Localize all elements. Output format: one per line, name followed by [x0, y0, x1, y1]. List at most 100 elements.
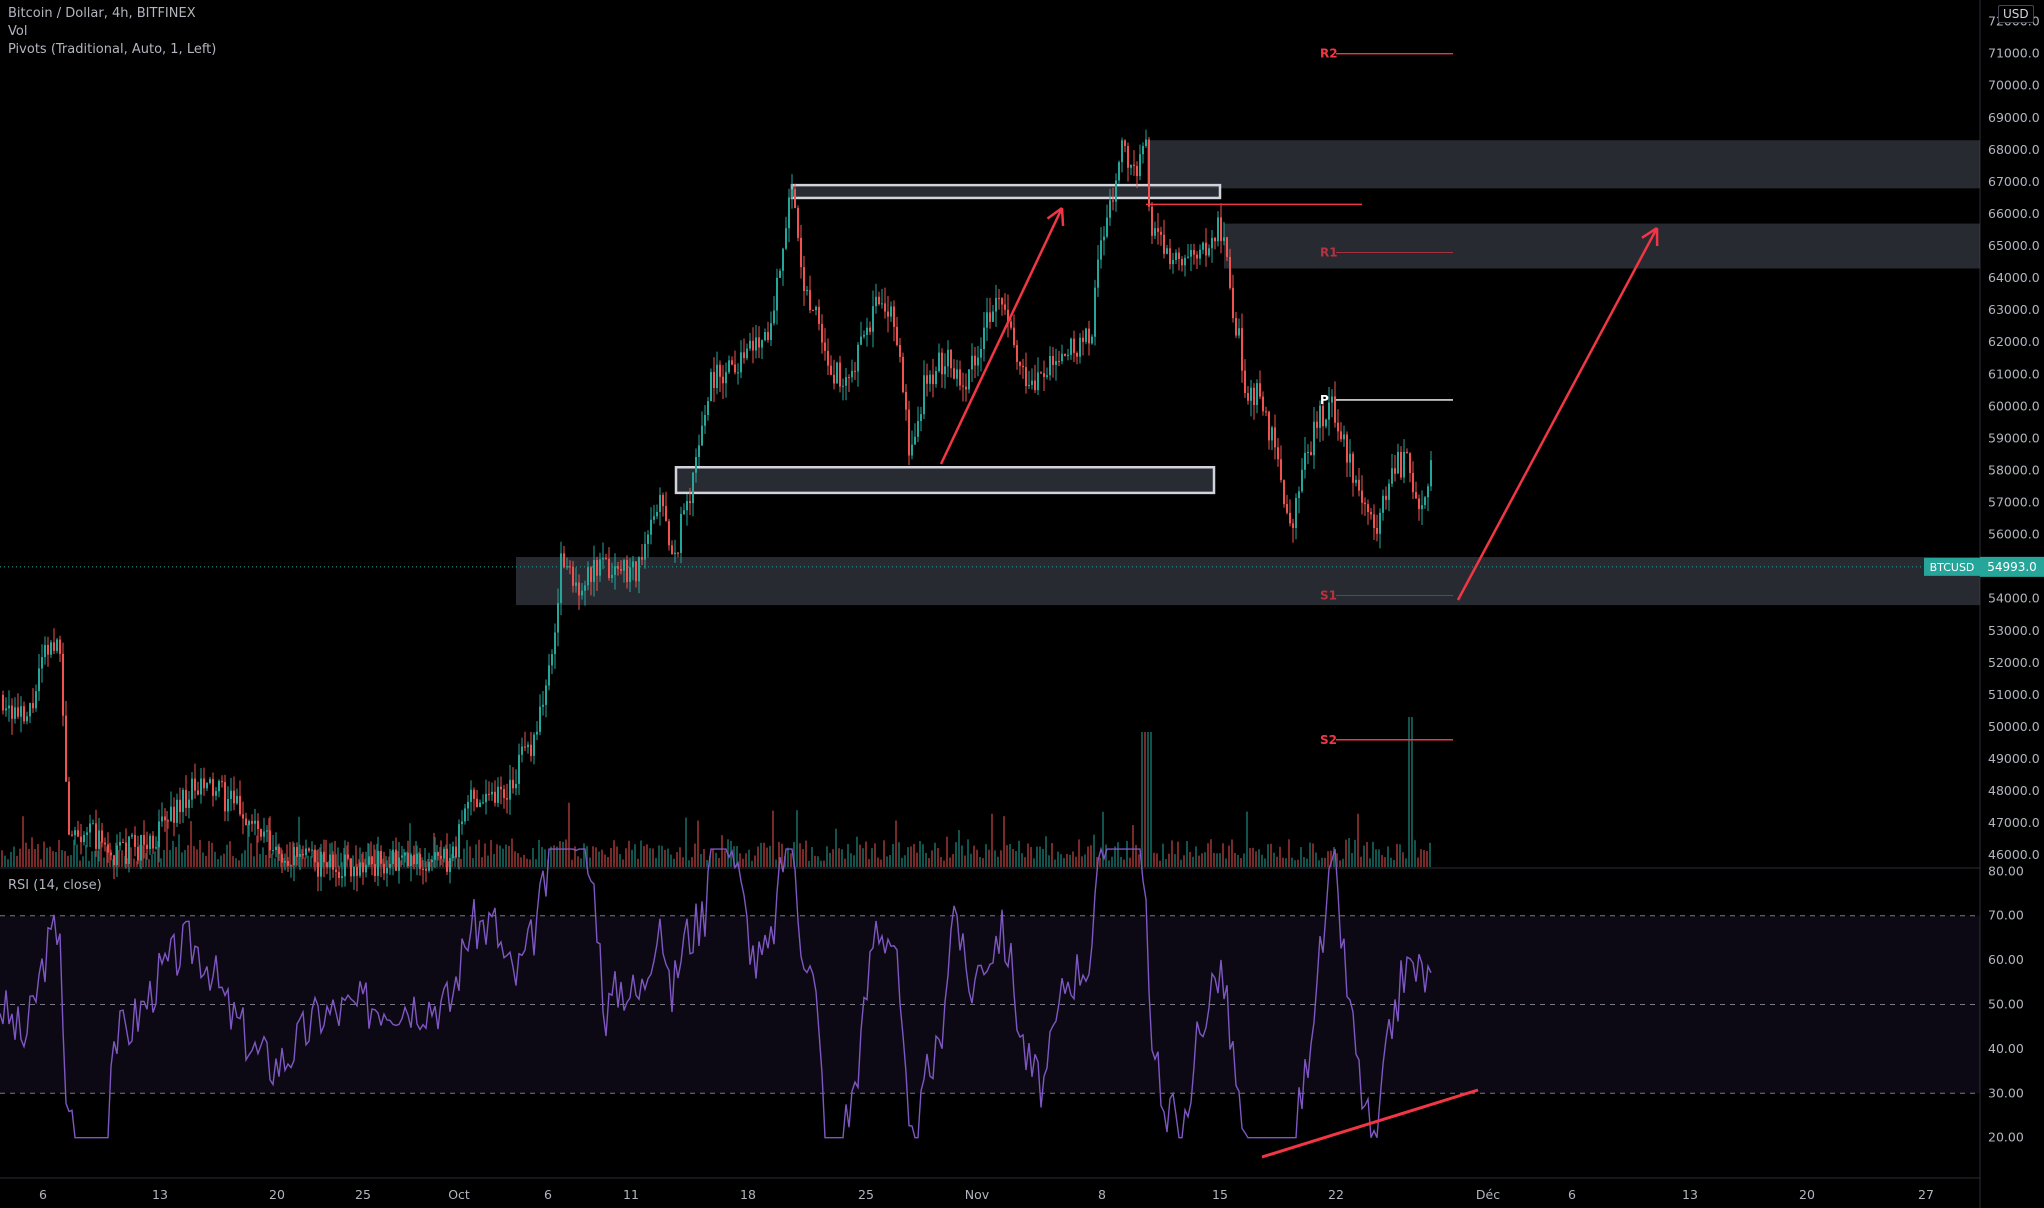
- candle-body: [857, 344, 859, 372]
- candle-body: [305, 848, 307, 856]
- volume-bar: [1231, 839, 1233, 867]
- candle-body: [1310, 452, 1312, 456]
- candle-body: [1334, 396, 1336, 423]
- candle-body: [311, 849, 313, 851]
- price-tick-label: 66000.0: [1988, 206, 2040, 221]
- candle-body: [851, 370, 853, 378]
- candle-body: [578, 582, 580, 596]
- volume-bar: [628, 840, 630, 867]
- candle-body: [611, 574, 613, 579]
- candle-body: [749, 340, 751, 349]
- candle-body: [854, 370, 856, 372]
- candle-body: [464, 808, 466, 822]
- volume-bar: [1270, 843, 1272, 867]
- volume-bar: [1264, 858, 1266, 867]
- candle-body: [881, 303, 883, 305]
- volume-bar: [1417, 857, 1419, 867]
- volume-bar: [304, 857, 306, 867]
- candle-body: [410, 854, 412, 867]
- candle-body: [1154, 228, 1156, 236]
- candle-body: [1223, 237, 1225, 241]
- volume-bar: [337, 847, 339, 867]
- volume-bar: [187, 845, 189, 867]
- volume-bar: [1348, 837, 1350, 867]
- volume-bar: [1225, 858, 1227, 867]
- candle-body: [344, 854, 346, 877]
- volume-bar: [502, 848, 504, 867]
- candle-body: [338, 871, 340, 879]
- volume-bar: [25, 842, 27, 867]
- volume-bar: [517, 853, 519, 867]
- candle-body: [740, 352, 742, 373]
- volume-bar: [130, 847, 132, 867]
- candle-body: [29, 703, 31, 717]
- volume-bar: [691, 857, 693, 867]
- candle-body: [809, 290, 811, 311]
- candle-body: [1388, 483, 1390, 500]
- volume-bar: [988, 849, 990, 867]
- candle-body: [992, 311, 994, 322]
- volume-bar: [1084, 854, 1086, 867]
- candle-body: [461, 821, 463, 825]
- volume-bar: [241, 853, 243, 867]
- candle-body: [1151, 206, 1153, 236]
- volume-bar: [193, 846, 195, 867]
- candle-body: [824, 342, 826, 351]
- candle-body: [518, 754, 520, 784]
- volume-bar: [586, 846, 588, 867]
- candle-body: [1232, 287, 1234, 319]
- volume-bar: [919, 841, 921, 867]
- rsi-tick-label: 80.00: [1988, 863, 2024, 878]
- volume-bar: [853, 855, 855, 867]
- volume-bar: [235, 858, 237, 867]
- volume-bar: [1066, 853, 1068, 867]
- volume-bar: [961, 845, 963, 867]
- price-tick-label: 69000.0: [1988, 110, 2040, 125]
- candle-body: [758, 337, 760, 348]
- candle-body: [125, 842, 127, 864]
- volume-bar: [1111, 856, 1113, 867]
- volume-bar: [1285, 858, 1287, 867]
- candle-body: [872, 306, 874, 332]
- volume-bar: [574, 846, 576, 867]
- candle-body: [932, 374, 934, 385]
- candle-body: [641, 557, 643, 560]
- candle-body: [683, 510, 685, 514]
- candle-body: [1187, 256, 1189, 258]
- volume-bar: [388, 856, 390, 867]
- candle-body: [1289, 512, 1291, 524]
- candle-body: [755, 337, 757, 351]
- range-box: [790, 183, 1222, 200]
- candle-body: [551, 654, 553, 666]
- candle-body: [443, 848, 445, 859]
- volume-bar: [772, 810, 774, 867]
- candle-body: [836, 362, 838, 384]
- volume-bar: [928, 858, 930, 867]
- candle-body: [1322, 405, 1324, 427]
- volume-bar: [991, 813, 993, 867]
- candle-body: [1124, 140, 1126, 146]
- volume-bar: [1393, 859, 1395, 867]
- candle-body: [380, 850, 382, 864]
- candle-body: [560, 553, 562, 603]
- candle-body: [764, 332, 766, 341]
- volume-bar: [1249, 848, 1251, 867]
- volume-bar: [136, 860, 138, 867]
- volume-bar: [340, 852, 342, 867]
- volume-bar: [76, 844, 78, 867]
- volume-bar: [238, 860, 240, 867]
- volume-bar: [184, 849, 186, 867]
- currency-badge[interactable]: USD: [1998, 5, 2034, 23]
- candle-body: [548, 665, 550, 686]
- volume-bar: [49, 846, 51, 867]
- candle-body: [545, 685, 547, 705]
- candle-body: [1100, 240, 1102, 260]
- candle-body: [1118, 162, 1120, 181]
- volume-bar: [802, 849, 804, 867]
- candle-body: [101, 830, 103, 843]
- candle-body: [761, 340, 763, 348]
- time-tick-label: 13: [1682, 1187, 1698, 1202]
- candle-body: [350, 858, 352, 877]
- candle-body: [374, 864, 376, 876]
